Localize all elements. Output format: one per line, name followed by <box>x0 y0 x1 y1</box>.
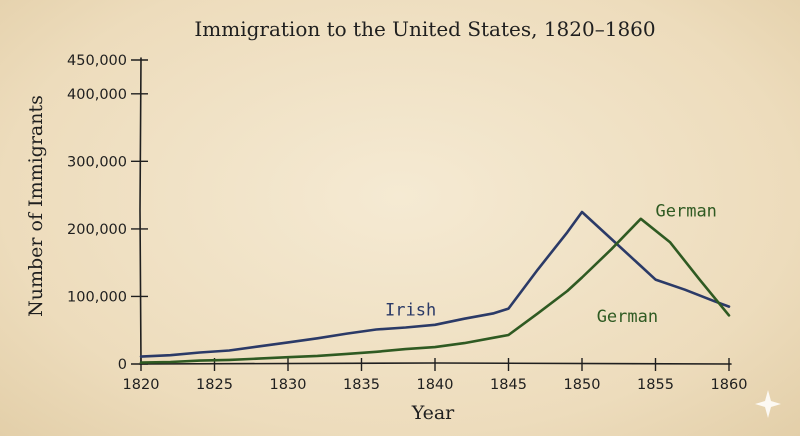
x-tick-label: 1845 <box>490 377 527 393</box>
series-label-irish: Irish <box>385 300 436 320</box>
x-axis-title: Year <box>411 402 455 424</box>
x-tick-label: 1835 <box>343 377 380 393</box>
y-tick-label: 450,000 <box>67 53 127 69</box>
series-annotations: Irish German German <box>385 202 717 327</box>
series-line-irish <box>139 210 731 358</box>
y-tick-label: 0 <box>118 357 127 373</box>
x-tick-label: 1850 <box>564 377 601 393</box>
y-axis-line <box>139 57 142 365</box>
y-tick-label: 300,000 <box>67 154 127 170</box>
x-axis-ticks: 1820 1825 1830 1835 1840 1845 1850 1855 1860 <box>123 358 748 393</box>
x-tick-label: 1860 <box>711 377 748 393</box>
y-tick-label: 100,000 <box>67 289 127 305</box>
series-line-german <box>139 217 731 364</box>
y-axis-ticks: 0 100,000 200,000 300,000 400,000 450,000 <box>67 53 148 373</box>
x-tick-label: 1825 <box>196 377 233 393</box>
x-tick-label: 1830 <box>270 377 307 393</box>
y-axis-title: Number of Immigrants <box>25 95 47 317</box>
y-tick-label: 200,000 <box>67 222 127 238</box>
series-label-german: German <box>656 202 717 222</box>
x-tick-label: 1855 <box>637 377 674 393</box>
chart-title: Immigration to the United States, 1820–1… <box>194 17 655 41</box>
x-tick-label: 1840 <box>417 377 454 393</box>
series-lines <box>139 210 731 364</box>
x-tick-label: 1820 <box>123 377 160 393</box>
y-tick-label: 400,000 <box>67 87 127 103</box>
series-label-german: German <box>597 307 658 327</box>
sparkle-icon <box>755 390 781 418</box>
